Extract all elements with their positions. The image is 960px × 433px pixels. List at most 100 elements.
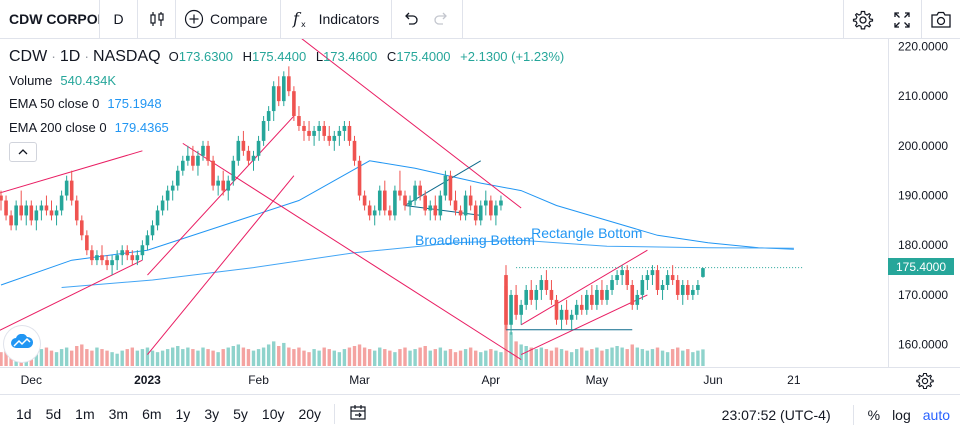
- chart-type-button[interactable]: [138, 0, 176, 39]
- volume-bar: [221, 349, 225, 366]
- interval-button[interactable]: D: [100, 0, 138, 39]
- candle-body: [90, 250, 94, 261]
- volume-bar: [150, 350, 155, 366]
- candle-body: [34, 210, 39, 221]
- snapshot-button[interactable]: [921, 0, 960, 39]
- symbol-search-button[interactable]: CDW CORPORATION: [0, 0, 100, 39]
- candle-body: [201, 145, 205, 156]
- candle-body: [231, 160, 236, 181]
- candle-body: [241, 140, 246, 151]
- legend-change: +2.1300 (+1.23%): [460, 49, 565, 64]
- settings-button[interactable]: [843, 0, 882, 39]
- volume-bar: [585, 350, 589, 366]
- volume-bar: [196, 350, 200, 366]
- volume-bar: [564, 350, 569, 366]
- undo-icon: [402, 10, 420, 28]
- auto-scale-button[interactable]: auto: [922, 406, 950, 423]
- volume-bar: [554, 347, 559, 366]
- volume-bar: [176, 346, 180, 366]
- legend-volume-row[interactable]: Volume 540.434K: [9, 69, 564, 93]
- axis-settings-button[interactable]: [915, 371, 935, 391]
- volume-bar: [453, 352, 458, 366]
- volume-bar: [625, 349, 629, 366]
- volume-bar: [595, 347, 599, 366]
- volume-bar: [54, 352, 59, 366]
- range-button-10y[interactable]: 10y: [261, 406, 285, 422]
- volume-bar: [165, 349, 170, 366]
- candle-body: [388, 210, 392, 216]
- volume-bar: [676, 347, 680, 366]
- volume-bar: [181, 349, 185, 366]
- compare-label: Compare: [210, 11, 268, 27]
- candle-body: [19, 205, 23, 216]
- candle-body: [367, 205, 372, 216]
- tradingview-logo[interactable]: [4, 326, 40, 362]
- candle-body: [630, 285, 635, 305]
- range-button-5d[interactable]: 5d: [45, 406, 62, 422]
- range-button-3y[interactable]: 3y: [204, 406, 220, 422]
- legend-ema200-row[interactable]: EMA 200 close 0 179.4365: [9, 116, 564, 140]
- candle-body: [433, 205, 438, 216]
- volume-bar: [701, 349, 705, 366]
- candle-body: [64, 180, 69, 196]
- candle-body: [69, 180, 74, 201]
- volume-bar: [605, 349, 609, 366]
- volume-bar: [216, 352, 220, 366]
- range-button-6m[interactable]: 6m: [142, 406, 162, 422]
- candle-body: [650, 270, 655, 276]
- legend-ema50-row[interactable]: EMA 50 close 0 175.1948: [9, 92, 564, 116]
- volume-bar: [135, 350, 140, 366]
- price-tick-label: 210.0000: [898, 89, 948, 103]
- candle-body: [317, 125, 321, 131]
- ema200-value: 179.4365: [114, 119, 169, 135]
- fullscreen-button[interactable]: [882, 0, 921, 39]
- time-axis-bg: [0, 367, 960, 394]
- range-button-1d[interactable]: 1d: [16, 406, 32, 422]
- candle-body: [605, 289, 609, 300]
- volume-bar: [479, 352, 483, 366]
- volume-bar: [373, 350, 377, 366]
- candle-body: [140, 245, 145, 256]
- range-button-3m[interactable]: 3m: [108, 406, 129, 422]
- candle-body: [292, 91, 296, 117]
- undo-button[interactable]: [392, 0, 426, 39]
- legend-collapse-button[interactable]: [9, 142, 37, 162]
- volume-bar: [130, 347, 134, 366]
- candle-body: [135, 255, 140, 261]
- compare-button[interactable]: Compare: [176, 0, 281, 39]
- goto-date-button[interactable]: [341, 395, 375, 433]
- cloud-logo-icon: [10, 333, 34, 355]
- percent-scale-button[interactable]: %: [867, 406, 881, 423]
- legend-ohlc: O173.6300 H175.4400 L173.4600 C175.4000 …: [168, 49, 565, 64]
- volume-bar: [549, 350, 554, 366]
- candle-body: [383, 190, 387, 211]
- range-button-5y[interactable]: 5y: [233, 406, 248, 422]
- volume-bar: [4, 350, 8, 366]
- volume-bar: [105, 350, 109, 366]
- volume-bar: [630, 344, 634, 366]
- candle-body: [44, 205, 49, 211]
- candle-body: [357, 160, 362, 196]
- symbol-label: CDW CORPORATION: [9, 11, 99, 27]
- range-button-1y[interactable]: 1y: [175, 406, 191, 422]
- pattern-label: Rectangle Bottom: [531, 225, 642, 241]
- ema50-line: [0, 160, 794, 286]
- candle-body: [312, 130, 316, 136]
- redo-button[interactable]: [426, 0, 464, 39]
- volume-bar: [499, 352, 503, 366]
- range-button-1m[interactable]: 1m: [75, 406, 95, 422]
- trend-line: [520, 294, 648, 356]
- candle-body: [408, 200, 412, 206]
- log-scale-button[interactable]: log: [892, 406, 911, 423]
- clock-time[interactable]: 23:07:52 (UTC-4): [721, 406, 831, 423]
- time-tick-label: Dec: [21, 373, 42, 387]
- range-button-20y[interactable]: 20y: [298, 406, 322, 422]
- candle-body: [226, 180, 231, 191]
- volume-bar: [342, 349, 347, 366]
- time-tick-label: Jun: [703, 373, 722, 387]
- candle-body: [39, 205, 44, 211]
- indicators-button[interactable]: f x Indicators: [281, 0, 393, 39]
